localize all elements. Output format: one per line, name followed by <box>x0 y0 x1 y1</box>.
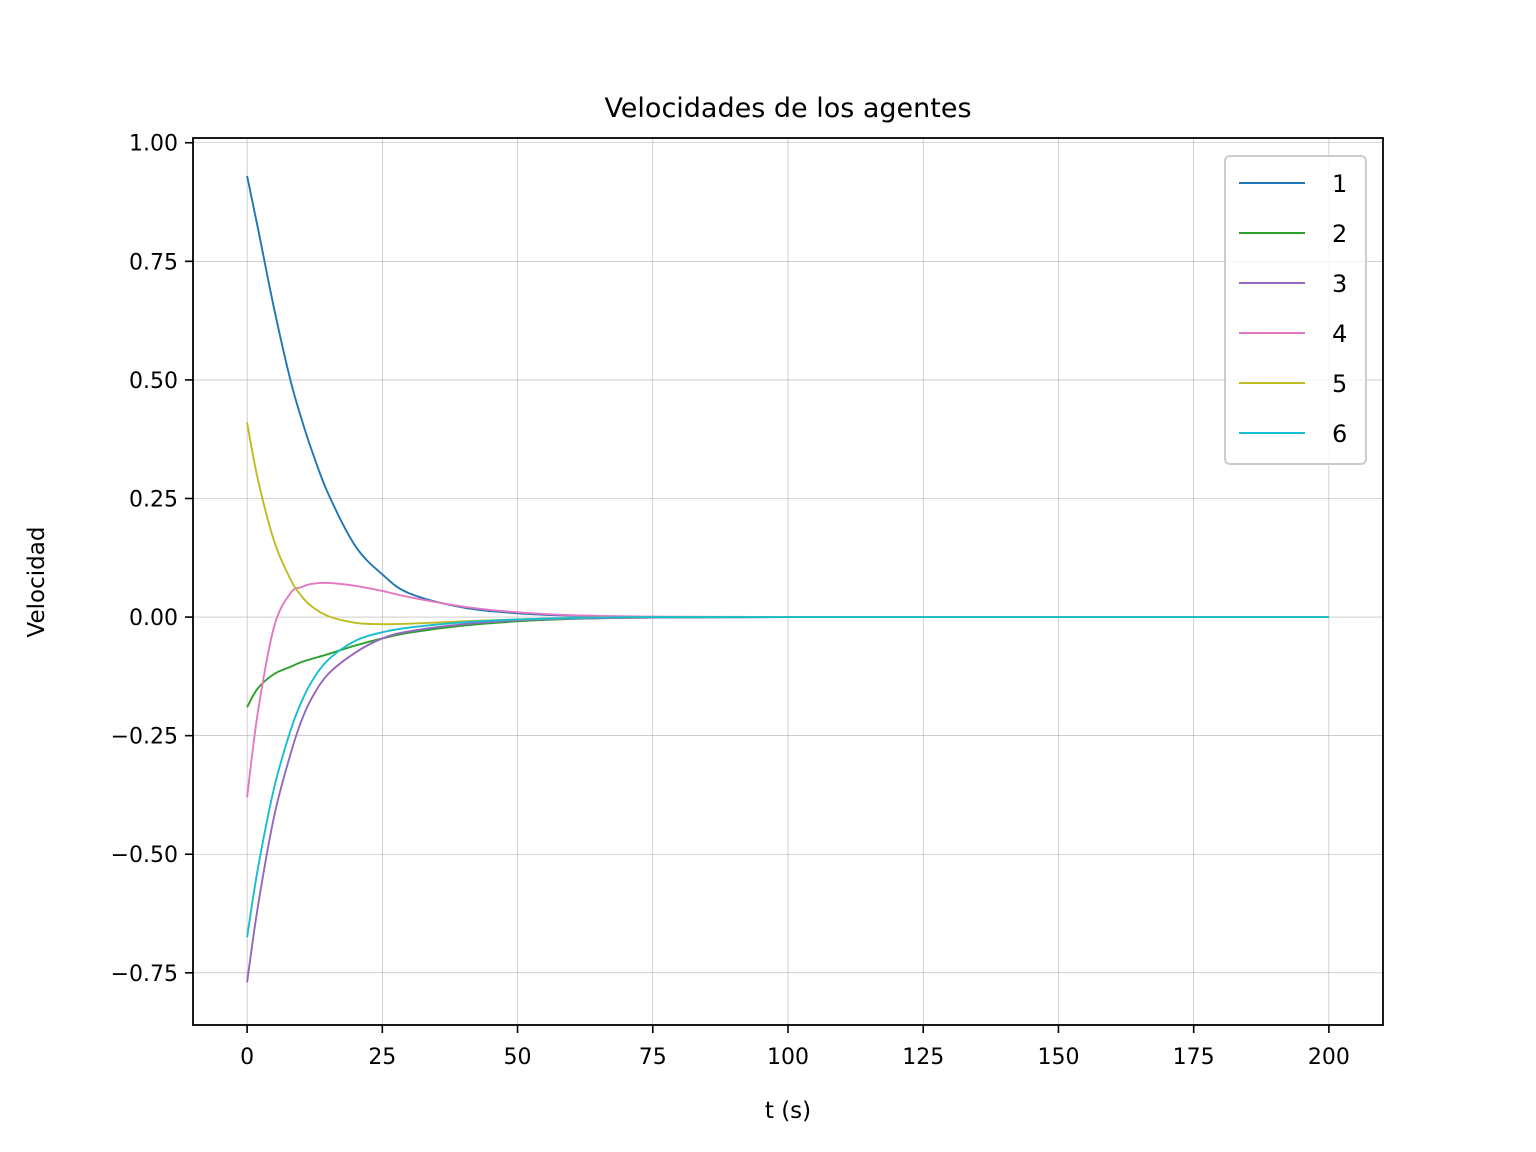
x-tick-label: 75 <box>639 1045 667 1070</box>
y-tick-label: −0.50 <box>111 843 178 868</box>
legend-label-4: 4 <box>1332 320 1347 348</box>
legend-label-6: 6 <box>1332 420 1347 448</box>
x-axis-label: t (s) <box>765 1098 811 1124</box>
legend-box <box>1224 155 1367 465</box>
y-tick-label: −0.75 <box>111 962 178 987</box>
y-tick-label: 0.50 <box>129 369 178 394</box>
x-tick-label: 50 <box>504 1045 532 1070</box>
chart-title: Velocidades de los agentes <box>604 93 971 124</box>
legend-label-5: 5 <box>1332 370 1347 398</box>
legend: 1 2 3 4 5 6 <box>1224 155 1367 465</box>
x-tick-label: 125 <box>902 1045 944 1070</box>
x-tick-label: 200 <box>1308 1045 1350 1070</box>
legend-label-3: 3 <box>1332 270 1347 298</box>
y-tick-label: 0.25 <box>129 487 178 512</box>
y-axis-label: Velocidad <box>24 527 50 638</box>
y-tick-label: 0.00 <box>129 606 178 631</box>
y-tick-label: 0.75 <box>129 250 178 275</box>
y-tick-label: −0.25 <box>111 725 178 750</box>
x-tick-label: 25 <box>368 1045 396 1070</box>
ticks: 0 25 50 75 100 125 150 175 2001.000.750.500.250.… <box>111 132 1350 1070</box>
legend-label-2: 2 <box>1332 220 1347 248</box>
x-tick-label: 150 <box>1037 1045 1079 1070</box>
x-tick-label: 100 <box>767 1045 809 1070</box>
legend-label-1: 1 <box>1332 170 1347 198</box>
y-tick-label: 1.00 <box>129 132 178 157</box>
x-tick-label: 175 <box>1173 1045 1215 1070</box>
series-lines <box>246 175 1329 983</box>
x-tick-label: 0 <box>240 1045 254 1070</box>
series-line-6 <box>246 616 1329 938</box>
